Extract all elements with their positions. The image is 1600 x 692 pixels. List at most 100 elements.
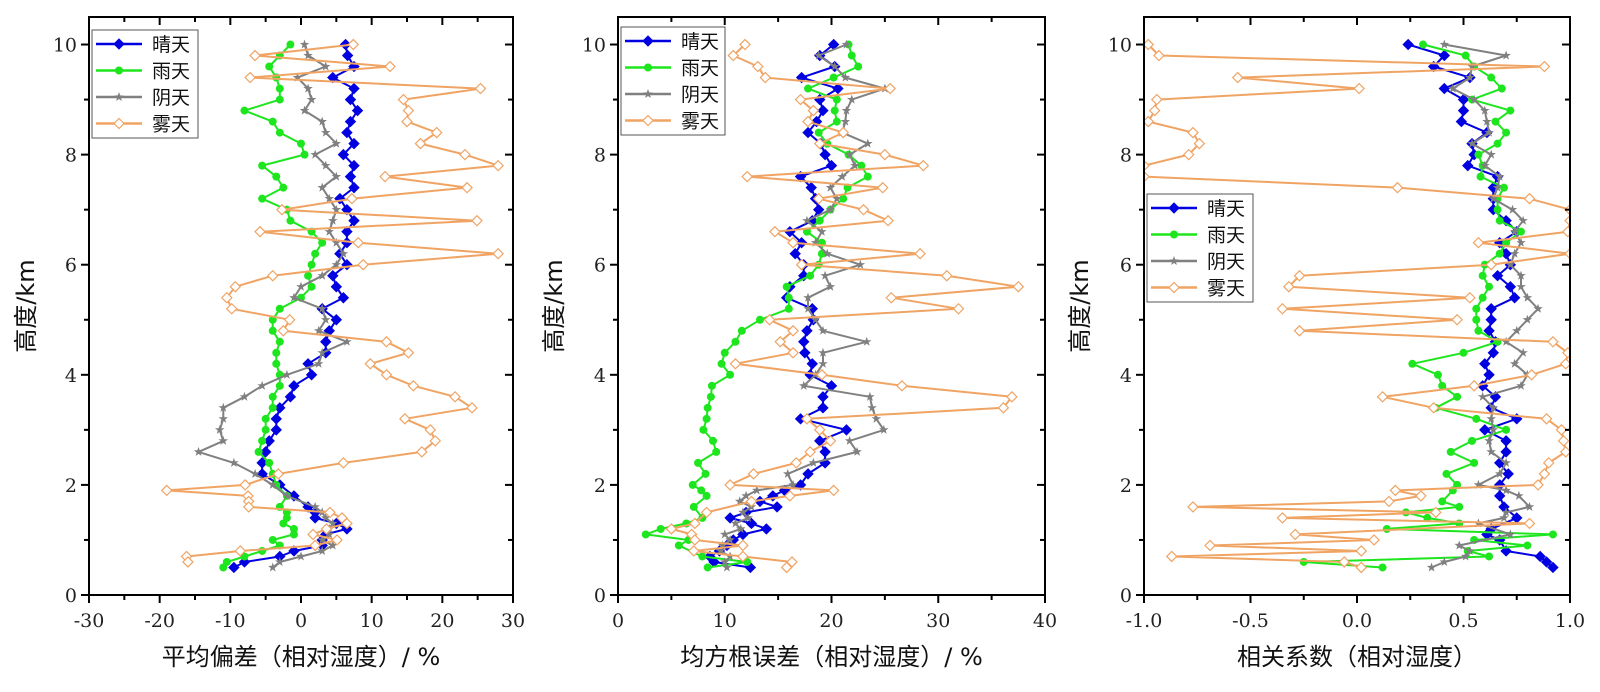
data-point [832, 95, 841, 104]
data-point [218, 413, 228, 423]
data-point [320, 523, 333, 535]
data-point [720, 529, 730, 539]
data-point [689, 534, 701, 546]
data-point [449, 390, 461, 403]
data-point [1502, 425, 1511, 434]
data-point [317, 347, 327, 357]
data-point [709, 436, 718, 445]
data-point [304, 271, 313, 280]
data-point [1523, 192, 1536, 205]
data-point [324, 529, 334, 539]
data-point [289, 524, 298, 533]
data-point [1438, 82, 1451, 95]
y-tick-label: 10 [1108, 35, 1132, 57]
data-point [261, 414, 270, 423]
data-point [1439, 39, 1450, 49]
data-point [1504, 281, 1517, 293]
data-point [1507, 204, 1518, 214]
x-tick-label: -30 [74, 610, 105, 632]
data-point [769, 225, 781, 238]
data-point [292, 72, 303, 82]
data-point [808, 457, 819, 467]
series-group [641, 38, 1025, 574]
data-point [817, 402, 829, 414]
data-point [317, 182, 327, 192]
data-point [780, 561, 793, 574]
x-tick-label: 0 [295, 610, 307, 632]
data-point [324, 193, 334, 203]
data-point [261, 425, 270, 434]
data-point [1472, 236, 1485, 249]
data-point [1455, 115, 1468, 128]
data-point [1502, 238, 1511, 247]
data-point [307, 260, 316, 269]
data-point [1477, 391, 1488, 401]
data-point [817, 226, 827, 236]
data-point [1338, 556, 1351, 568]
data-point [879, 424, 889, 434]
data-point [1523, 541, 1532, 550]
data-point [1383, 495, 1395, 508]
data-point [1299, 557, 1308, 566]
data-point [1479, 424, 1491, 436]
data-point [1506, 106, 1515, 115]
data-point [784, 490, 796, 502]
data-point [731, 337, 740, 346]
data-point [259, 446, 272, 458]
data-point [824, 435, 837, 447]
data-point [1492, 182, 1503, 192]
data-point [707, 381, 716, 390]
data-point [1562, 346, 1570, 359]
y-tick-label: 8 [65, 145, 77, 167]
data-point [258, 194, 267, 203]
data-point [1501, 457, 1511, 467]
data-point [807, 104, 820, 117]
data-point [739, 38, 751, 51]
data-point [321, 314, 331, 324]
data-point [218, 402, 228, 412]
data-point [492, 159, 505, 172]
y-tick-label: 2 [594, 475, 606, 497]
x-tick-label: 10 [360, 610, 384, 632]
data-point [1391, 181, 1404, 194]
data-point [787, 236, 799, 249]
data-point [830, 106, 839, 115]
data-point [799, 380, 809, 390]
x-axis-title: 平均偏差（相对湿度）/ % [162, 643, 441, 671]
data-point [1509, 226, 1520, 236]
data-point [1486, 413, 1496, 423]
data-point [275, 95, 284, 104]
data-point [1517, 227, 1526, 236]
data-point [288, 380, 300, 392]
data-point [318, 238, 327, 247]
data-point [215, 424, 225, 434]
data-point [1564, 247, 1570, 260]
data-point [1459, 348, 1468, 357]
data-point [717, 540, 728, 550]
x-tick-label: -20 [144, 610, 175, 632]
data-point [1438, 497, 1447, 506]
data-point [1509, 248, 1520, 258]
data-point [1144, 159, 1150, 172]
data-point [258, 546, 267, 555]
data-point [348, 82, 360, 95]
y-tick-label: 0 [65, 585, 77, 607]
y-axis-title: 高度/km [1066, 259, 1094, 352]
legend-box [1146, 193, 1254, 303]
data-point [839, 194, 848, 203]
data-point [1472, 414, 1481, 423]
data-point [1518, 347, 1528, 357]
data-point [1509, 358, 1520, 368]
data-point [268, 479, 278, 489]
data-point [1540, 412, 1553, 425]
data-point [338, 248, 349, 258]
data-point [774, 335, 787, 348]
legend-box [620, 26, 726, 136]
data-point [1486, 149, 1496, 159]
data-point [1182, 148, 1195, 161]
data-point [1505, 259, 1516, 269]
legend-marker [1169, 256, 1179, 265]
legend-marker [114, 92, 124, 101]
x-tick-label: 0 [612, 610, 624, 632]
